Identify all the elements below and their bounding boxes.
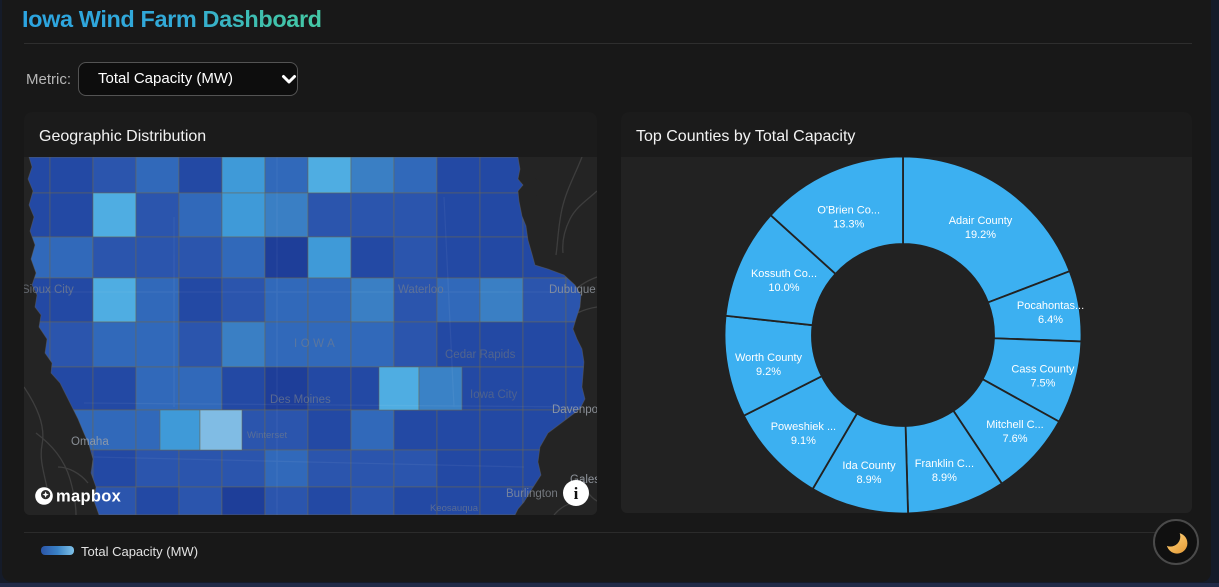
svg-text:O'Brien Co...: O'Brien Co... [817,204,880,216]
svg-text:9.1%: 9.1% [791,435,816,447]
svg-text:7.6%: 7.6% [1002,433,1027,445]
svg-text:Waterloo: Waterloo [398,284,444,296]
svg-text:8.9%: 8.9% [856,474,881,486]
svg-text:mapbox: mapbox [56,488,122,506]
svg-text:19.2%: 19.2% [965,229,996,241]
svg-text:Ida County: Ida County [842,460,896,472]
svg-text:8.9%: 8.9% [932,472,957,484]
svg-text:i: i [574,484,579,503]
svg-text:IOWA: IOWA [294,338,338,350]
svg-text:Pocahontas...: Pocahontas... [1017,300,1084,312]
svg-text:13.3%: 13.3% [833,218,864,230]
svg-text:Worth County: Worth County [735,352,803,364]
svg-text:9.2%: 9.2% [756,366,781,378]
svg-text:Sioux City: Sioux City [24,284,74,296]
svg-text:Iowa City: Iowa City [470,389,518,401]
svg-text:10.0%: 10.0% [768,282,799,294]
svg-text:6.4%: 6.4% [1038,314,1063,326]
svg-text:7.5%: 7.5% [1030,378,1055,390]
svg-text:Franklin C...: Franklin C... [915,458,974,470]
svg-text:Dubuque: Dubuque [549,284,596,296]
svg-text:Omaha: Omaha [71,436,109,448]
svg-text:Kossuth Co...: Kossuth Co... [751,268,817,280]
svg-text:Poweshiek ...: Poweshiek ... [771,421,836,433]
svg-text:Winterset: Winterset [247,430,287,441]
svg-text:Adair County: Adair County [949,215,1013,227]
svg-text:Mitchell C...: Mitchell C... [986,419,1043,431]
svg-text:Cass County: Cass County [1011,364,1074,376]
svg-text:Des Moines: Des Moines [270,394,331,406]
svg-text:Burlington: Burlington [506,488,558,500]
svg-text:Davenport: Davenport [552,404,597,416]
svg-text:Keosauqua: Keosauqua [430,503,479,514]
svg-text:Cedar Rapids: Cedar Rapids [445,349,516,361]
